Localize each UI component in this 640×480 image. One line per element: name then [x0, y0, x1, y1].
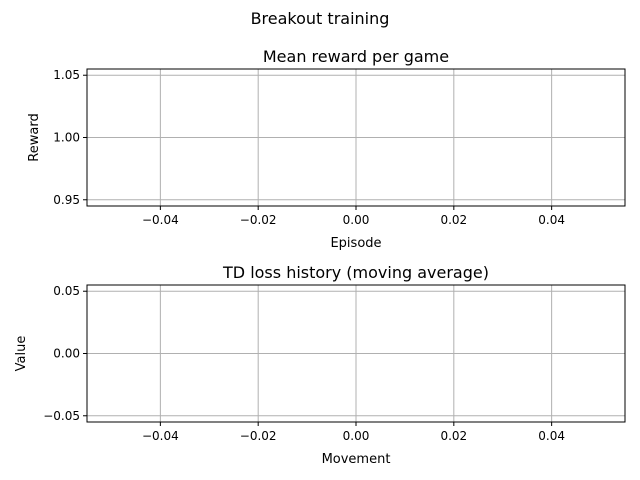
td-loss-y-ticks: −0.05 0.00 0.05 [43, 284, 87, 423]
td-loss-y-tick-label: −0.05 [43, 409, 80, 423]
reward-x-tick-label: 0.02 [440, 213, 467, 227]
td-loss-x-tick-label: 0.00 [343, 429, 370, 443]
reward-x-ticks: −0.04 −0.02 0.00 0.02 0.04 [142, 206, 565, 227]
td-loss-x-tick-label: −0.02 [240, 429, 277, 443]
reward-chart-title: Mean reward per game [263, 47, 449, 66]
reward-x-axis-label: Episode [330, 236, 381, 251]
td-loss-chart: TD loss history (moving average) −0.04 −0… [14, 263, 626, 467]
td-loss-x-tick-label: −0.04 [142, 429, 179, 443]
reward-y-tick-label: 1.05 [53, 68, 80, 82]
reward-y-axis-label: Reward [27, 113, 42, 161]
reward-chart: Mean reward per game −0.04 −0.02 0.00 0.02 0… [27, 47, 626, 251]
td-loss-chart-title: TD loss history (moving average) [222, 263, 489, 282]
td-loss-x-tick-label: 0.02 [440, 429, 467, 443]
reward-y-tick-label: 0.95 [53, 193, 80, 207]
td-loss-grid [87, 285, 625, 422]
reward-x-tick-label: −0.02 [240, 213, 277, 227]
reward-grid [87, 69, 625, 206]
reward-x-tick-label: −0.04 [142, 213, 179, 227]
td-loss-x-axis-label: Movement [322, 452, 391, 467]
reward-y-tick-label: 1.00 [53, 131, 80, 145]
td-loss-plot-frame [86, 284, 626, 423]
reward-x-tick-label: 0.04 [538, 213, 565, 227]
td-loss-y-tick-label: 0.00 [53, 347, 80, 361]
td-loss-x-ticks: −0.04 −0.02 0.00 0.02 0.04 [142, 422, 565, 443]
td-loss-y-axis-label: Value [14, 336, 29, 372]
reward-x-tick-label: 0.00 [343, 213, 370, 227]
td-loss-y-tick-label: 0.05 [53, 284, 80, 298]
reward-y-ticks: 0.95 1.00 1.05 [53, 68, 87, 207]
reward-plot-frame [86, 68, 626, 207]
figure-title: Breakout training [251, 9, 390, 28]
td-loss-x-tick-label: 0.04 [538, 429, 565, 443]
